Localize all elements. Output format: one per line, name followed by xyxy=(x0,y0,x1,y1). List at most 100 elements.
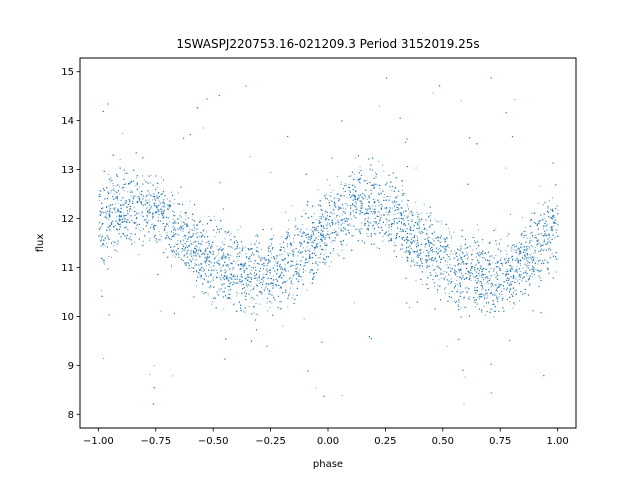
data-point xyxy=(533,256,535,258)
data-point xyxy=(420,230,422,232)
data-point xyxy=(415,240,417,242)
data-point xyxy=(112,185,114,187)
data-point xyxy=(500,238,502,240)
data-point xyxy=(243,310,245,312)
data-point xyxy=(291,205,293,207)
data-point xyxy=(337,235,339,237)
data-point xyxy=(283,282,285,284)
data-point xyxy=(522,268,524,270)
data-point xyxy=(334,201,335,203)
data-point xyxy=(324,249,326,251)
data-point xyxy=(200,236,202,238)
data-point xyxy=(415,251,417,253)
data-point xyxy=(456,290,458,292)
data-point xyxy=(541,232,543,234)
data-point xyxy=(124,201,126,203)
data-point xyxy=(263,258,265,260)
data-point xyxy=(502,264,504,266)
data-point xyxy=(133,196,135,198)
data-point xyxy=(145,208,147,210)
data-point xyxy=(400,227,402,229)
data-point xyxy=(368,195,370,197)
data-point xyxy=(453,231,455,233)
data-point xyxy=(107,173,109,175)
data-point xyxy=(360,206,362,208)
data-point xyxy=(293,238,295,240)
scatter-points xyxy=(98,77,559,405)
data-point xyxy=(210,273,212,275)
data-point xyxy=(546,241,548,243)
data-point xyxy=(194,265,196,267)
data-point xyxy=(511,294,513,296)
data-point xyxy=(110,192,112,194)
data-point xyxy=(487,281,489,283)
data-point xyxy=(401,243,403,245)
data-point xyxy=(487,280,489,282)
data-point xyxy=(217,253,219,255)
data-point xyxy=(292,294,294,296)
data-point xyxy=(140,194,142,196)
data-point xyxy=(296,260,298,262)
data-point xyxy=(391,228,393,230)
data-point xyxy=(105,215,107,217)
data-point xyxy=(194,240,196,242)
data-point xyxy=(327,214,329,216)
data-point xyxy=(256,280,258,282)
data-point xyxy=(214,269,216,271)
data-point xyxy=(225,270,227,272)
data-point xyxy=(108,206,110,208)
data-point xyxy=(420,212,422,214)
data-point xyxy=(532,246,534,248)
data-point xyxy=(481,286,483,288)
data-point xyxy=(391,189,393,191)
data-point xyxy=(246,286,248,288)
data-point xyxy=(514,269,516,271)
data-point xyxy=(143,220,145,222)
data-point xyxy=(268,293,270,295)
data-point xyxy=(399,204,401,206)
data-point xyxy=(237,229,239,231)
data-point xyxy=(432,238,434,240)
data-point xyxy=(378,204,380,206)
data-point xyxy=(448,293,450,295)
data-point xyxy=(438,279,440,281)
data-point xyxy=(161,210,163,212)
data-point xyxy=(216,261,218,263)
data-point xyxy=(213,215,215,217)
data-point xyxy=(271,302,273,304)
data-point xyxy=(437,291,439,293)
data-point xyxy=(337,232,339,234)
data-point xyxy=(396,217,398,219)
data-point xyxy=(541,234,543,236)
data-point xyxy=(411,218,413,220)
data-point xyxy=(271,257,273,259)
data-point xyxy=(225,233,227,235)
data-point xyxy=(544,222,546,224)
data-point xyxy=(113,226,115,228)
data-point xyxy=(387,214,389,216)
data-point xyxy=(506,253,508,255)
data-point xyxy=(366,209,368,211)
data-point xyxy=(123,212,125,214)
data-point xyxy=(156,206,158,208)
data-point xyxy=(329,265,330,267)
data-point xyxy=(265,270,267,272)
data-point xyxy=(359,182,361,184)
data-point xyxy=(429,215,431,216)
data-point xyxy=(458,249,460,251)
data-point xyxy=(269,278,271,280)
data-point xyxy=(466,247,468,249)
data-point xyxy=(165,225,167,227)
data-point xyxy=(537,257,539,259)
data-point xyxy=(172,218,174,220)
data-point xyxy=(486,296,488,298)
data-point xyxy=(457,304,459,306)
data-point xyxy=(249,248,251,250)
data-point xyxy=(173,222,175,224)
data-point xyxy=(277,281,279,283)
data-point xyxy=(305,270,307,272)
data-point xyxy=(318,235,320,237)
data-point xyxy=(207,254,209,256)
data-point xyxy=(382,164,384,166)
data-point xyxy=(149,240,151,242)
